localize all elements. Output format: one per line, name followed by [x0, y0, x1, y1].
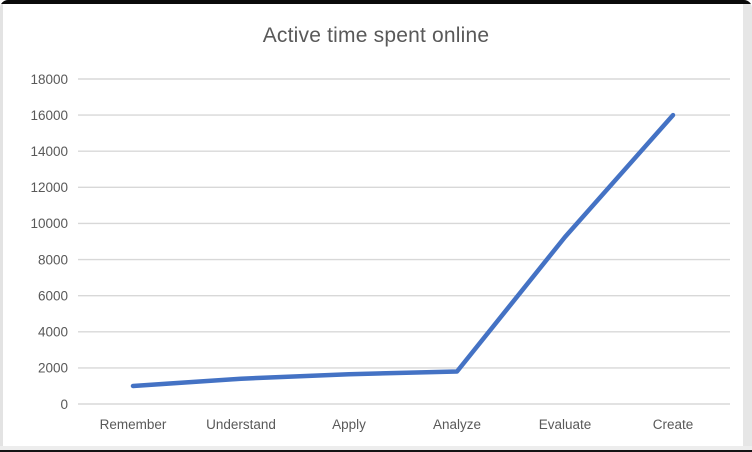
y-axis-tick-label: 8000: [38, 252, 68, 267]
data-line: [130, 112, 676, 389]
y-axis-tick-label: 14000: [30, 144, 68, 159]
y-axis-tick-label: 6000: [38, 288, 68, 303]
x-axis-category-label: Apply: [332, 417, 366, 432]
y-axis-tick-label: 16000: [30, 108, 68, 123]
y-axis-tick-label: 2000: [38, 361, 68, 376]
x-axis-category-label: Create: [653, 417, 694, 432]
window-right-border: [743, 2, 752, 452]
window-bottom-strip: [0, 446, 752, 450]
x-axis-category-label: Evaluate: [539, 417, 592, 432]
y-axis-tick-label: 0: [60, 397, 68, 412]
y-axis-tick-label: 12000: [30, 180, 68, 195]
window-left-border: [0, 2, 3, 452]
window-top-border: [0, 0, 752, 4]
data-series: [130, 112, 676, 389]
gridlines: [78, 78, 730, 405]
window-bottom-border: [0, 450, 752, 452]
y-axis-tick-label: 10000: [30, 216, 68, 231]
x-axis-category-label: Understand: [206, 417, 276, 432]
y-axis-tick-label: 18000: [30, 72, 68, 87]
x-axis-category-label: Remember: [100, 417, 167, 432]
y-axis-tick-label: 4000: [38, 325, 68, 340]
chart-title: Active time spent online: [262, 24, 490, 47]
y-axis-tick-labels: 0 2000 4000 6000 8000 10000 12000 14000 16000 180…: [30, 72, 68, 412]
x-axis-category-label: Analyze: [433, 417, 481, 432]
x-axis-category-labels: Remember Understand Apply Analyze Evaluate Cr…: [100, 417, 694, 432]
